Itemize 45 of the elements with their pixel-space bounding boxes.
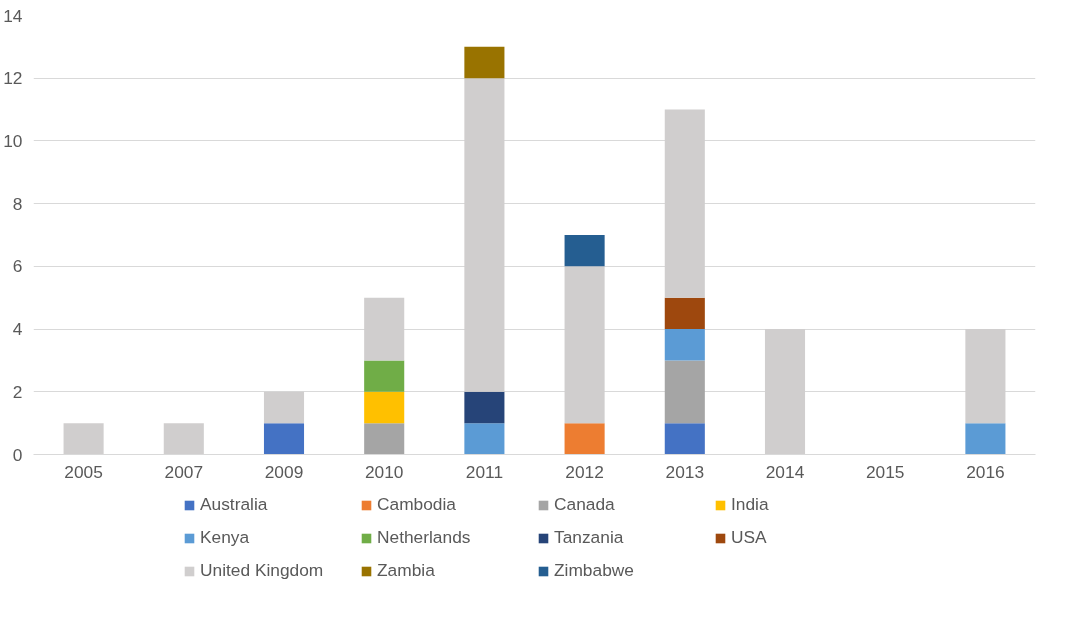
bar <box>464 423 505 455</box>
bar <box>364 423 405 455</box>
bar <box>464 391 505 424</box>
x-tick-label: 2010 <box>364 461 404 482</box>
x-tick-label: 2016 <box>966 461 1005 482</box>
y-tick-label: 12 <box>3 68 23 89</box>
legend-label: Cambodia <box>377 494 457 515</box>
legend-label: Zambia <box>377 560 436 581</box>
y-tick-label: 0 <box>12 444 23 465</box>
y-tick-label: 4 <box>12 319 23 340</box>
bar <box>263 423 305 455</box>
legend-label: Tanzania <box>554 527 625 548</box>
x-tick-label: 2013 <box>665 461 705 482</box>
legend-label: India <box>731 494 770 515</box>
bar <box>664 109 705 298</box>
bar <box>464 46 505 79</box>
x-tick-label: 2014 <box>765 461 805 482</box>
x-tick-label: 2009 <box>264 461 304 482</box>
bar <box>564 423 605 455</box>
x-tick-label: 2015 <box>865 461 905 482</box>
y-tick-label: 8 <box>12 193 23 214</box>
x-tick-label: 2011 <box>465 461 504 482</box>
y-tick-label: 10 <box>3 130 23 151</box>
legend-label: Canada <box>554 494 616 515</box>
bar <box>664 360 705 424</box>
legend-label: Netherlands <box>377 527 472 548</box>
bar <box>965 423 1006 455</box>
y-tick-label: 2 <box>12 381 23 402</box>
legend-label: Australia <box>200 494 269 515</box>
legend-label: United Kingdom <box>200 560 325 581</box>
y-tick-label: 14 <box>3 5 23 26</box>
x-tick-label: 2005 <box>64 461 103 482</box>
bar <box>564 235 605 267</box>
bar <box>664 423 705 455</box>
bar <box>664 297 705 330</box>
bar <box>364 360 405 392</box>
bar <box>664 329 705 361</box>
y-tick-label: 6 <box>12 256 23 277</box>
bar <box>364 391 405 424</box>
legend-label: Kenya <box>200 527 251 548</box>
x-tick-label: 2007 <box>164 461 204 482</box>
legend-label: USA <box>731 527 768 548</box>
x-tick-label: 2012 <box>565 461 604 482</box>
bar <box>364 297 405 361</box>
legend-label: Zimbabwe <box>554 560 635 581</box>
